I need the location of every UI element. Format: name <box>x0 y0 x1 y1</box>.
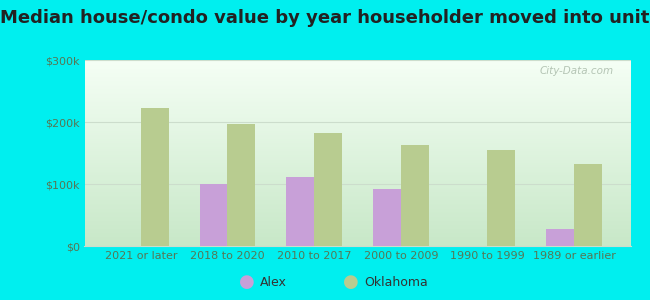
Text: ●: ● <box>239 273 255 291</box>
Bar <box>373 189 401 246</box>
Bar <box>141 108 168 246</box>
Text: ●: ● <box>343 273 359 291</box>
Bar <box>227 124 255 246</box>
Text: Median house/condo value by year householder moved into unit: Median house/condo value by year househo… <box>0 9 650 27</box>
Bar <box>401 145 428 246</box>
Text: Alex: Alex <box>260 275 287 289</box>
Bar <box>314 133 342 246</box>
Text: Oklahoma: Oklahoma <box>364 275 428 289</box>
Bar <box>488 150 515 246</box>
Bar <box>574 164 602 246</box>
Bar <box>200 184 227 246</box>
Bar <box>287 177 314 246</box>
Bar <box>547 229 574 246</box>
Text: City-Data.com: City-Data.com <box>540 66 614 76</box>
